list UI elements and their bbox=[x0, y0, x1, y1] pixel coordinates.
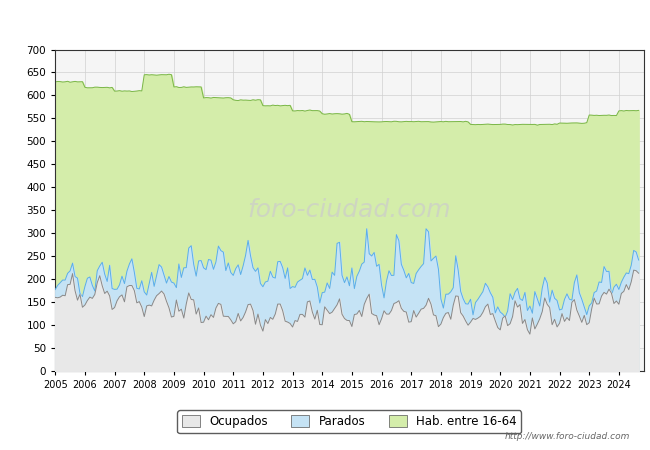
Text: http://www.foro-ciudad.com: http://www.foro-ciudad.com bbox=[505, 432, 630, 441]
Text: Ulea - Evolucion de la poblacion en edad de Trabajar Septiembre de 2024: Ulea - Evolucion de la poblacion en edad… bbox=[79, 15, 571, 28]
Legend: Ocupados, Parados, Hab. entre 16-64: Ocupados, Parados, Hab. entre 16-64 bbox=[177, 410, 521, 433]
Text: foro-ciudad.com: foro-ciudad.com bbox=[248, 198, 451, 222]
